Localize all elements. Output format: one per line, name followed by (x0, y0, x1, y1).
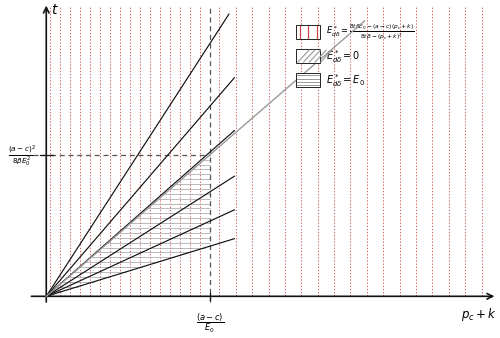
Text: $E^*_{d\delta} = 0$: $E^*_{d\delta} = 0$ (326, 48, 360, 65)
Text: $t$: $t$ (50, 3, 58, 17)
Bar (296, 25, 320, 39)
Text: $\frac{(a-c)^2}{8\beta E_0^2}$: $\frac{(a-c)^2}{8\beta E_0^2}$ (8, 143, 36, 168)
Text: $E^*_{d\delta} = E_0$: $E^*_{d\delta} = E_0$ (326, 72, 364, 89)
Bar (296, 73, 320, 87)
Text: $p_c + k$: $p_c + k$ (461, 306, 497, 323)
Text: $\frac{(a-c)}{E_0}$: $\frac{(a-c)}{E_0}$ (196, 312, 224, 335)
Text: $E^*_{d\delta} = \frac{8t\beta E_0-(a-c)(p_c+k)}{8t\beta-(p_c+k)^2}$: $E^*_{d\delta} = \frac{8t\beta E_0-(a-c)… (326, 22, 414, 42)
Bar (296, 49, 320, 63)
